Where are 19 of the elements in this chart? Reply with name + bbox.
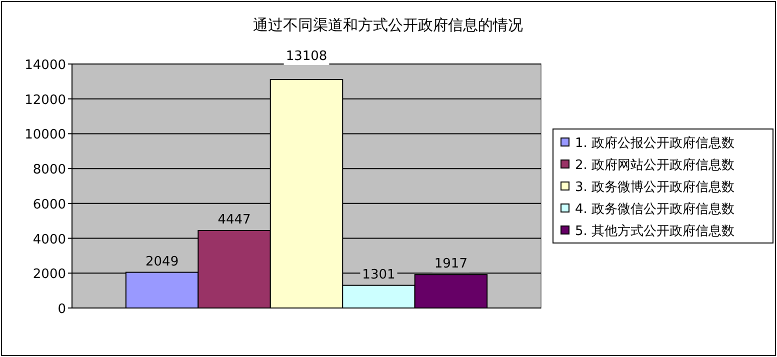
- data-label: 13108: [286, 49, 328, 64]
- data-label: 1301: [362, 267, 396, 282]
- legend-label: 3. 政务微博公开政府信息数: [575, 179, 735, 195]
- data-label: 4447: [218, 212, 251, 228]
- legend-label: 4. 政务微信公开政府信息数: [575, 201, 735, 217]
- y-tick-label: 2000: [32, 267, 66, 282]
- legend-label: 5. 其他方式公开政府信息数: [575, 223, 735, 239]
- y-tick-label: 4000: [32, 232, 66, 248]
- y-tick-label: 10000: [24, 128, 66, 143]
- y-tick-label: 14000: [24, 58, 66, 73]
- data-label: 2049: [146, 254, 179, 270]
- y-tick-label: 6000: [32, 197, 66, 212]
- y-tick-label: 0: [58, 302, 66, 317]
- legend-label: 2. 政府网站公开政府信息数: [575, 157, 735, 173]
- data-label: 1917: [434, 256, 468, 272]
- legend-label: 1. 政府公报公开政府信息数: [575, 135, 735, 151]
- y-tick-label: 8000: [32, 162, 66, 178]
- y-tick-label: 12000: [24, 92, 66, 108]
- chart-title: 通过不同渠道和方式公开政府信息的情况: [253, 16, 523, 34]
